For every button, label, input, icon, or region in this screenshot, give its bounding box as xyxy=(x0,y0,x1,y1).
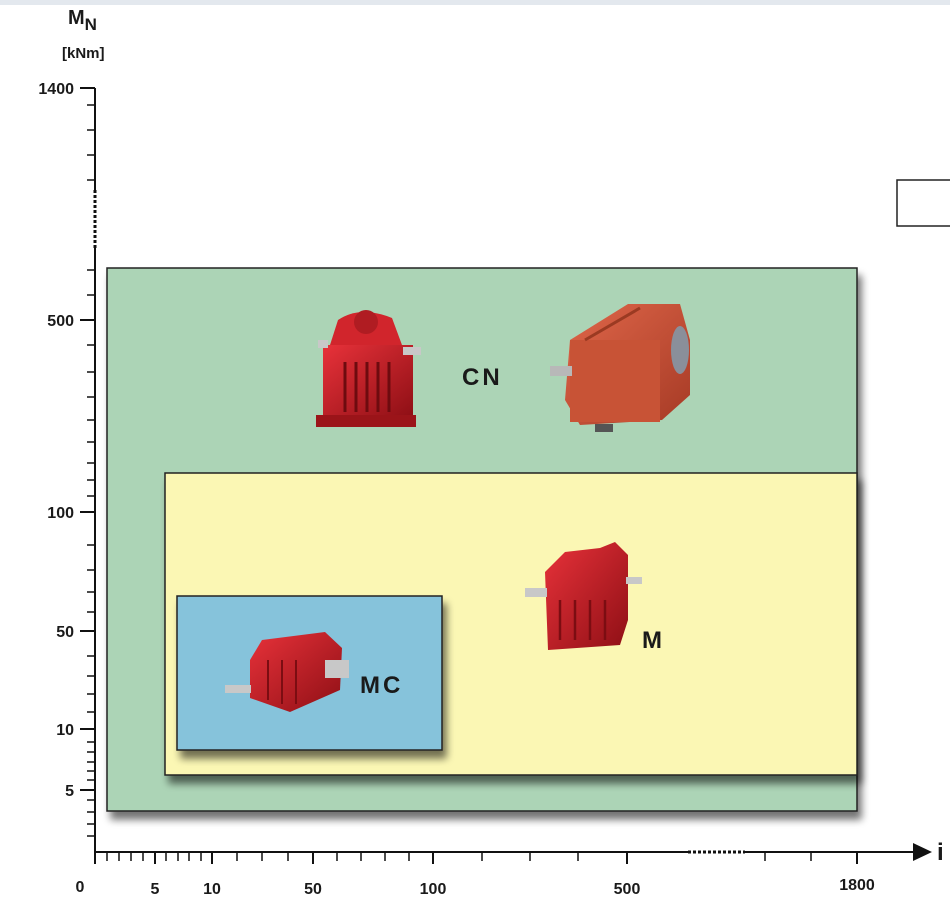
gearbox-cn-vertical-icon xyxy=(316,310,421,427)
y-axis xyxy=(80,87,97,852)
y-tick-label: 1400 xyxy=(38,81,74,98)
x-tick-label: 50 xyxy=(304,881,322,898)
zone-cn-label: CN xyxy=(462,364,503,391)
legend-box xyxy=(896,179,950,227)
x-tick-label: 100 xyxy=(420,881,447,898)
gearbox-mc-icon xyxy=(225,632,349,712)
top-strip xyxy=(0,0,950,5)
zone-m-label: M xyxy=(642,627,665,654)
x-tick-labels: 0 5 10 50 100 500 1800 xyxy=(76,877,875,898)
x-tick-label: 5 xyxy=(151,881,160,898)
x-tick-label: 1800 xyxy=(839,877,875,894)
x-tick-label: 10 xyxy=(203,881,221,898)
y-tick-label: 50 xyxy=(56,624,74,641)
x-tick-label: 0 xyxy=(76,879,85,896)
zone-mc-label: MC xyxy=(360,672,403,699)
y-axis-unit: [kNm] xyxy=(62,45,105,62)
x-axis xyxy=(94,843,932,864)
y-tick-labels: 1400 500 100 50 10 5 xyxy=(38,81,74,800)
x-axis-arrow-icon xyxy=(913,843,932,861)
y-axis-symbol: M xyxy=(68,7,85,29)
x-axis-symbol: i xyxy=(937,839,944,866)
y-axis-subscript: N xyxy=(85,15,97,34)
gearbox-m-icon xyxy=(525,542,642,650)
y-axis-title: MN [kNm] xyxy=(62,7,105,62)
svg-text:MN: MN xyxy=(68,7,97,34)
y-tick-label: 500 xyxy=(47,313,74,330)
y-tick-label: 100 xyxy=(47,505,74,522)
y-tick-label: 10 xyxy=(56,722,74,739)
y-tick-label: 5 xyxy=(65,783,74,800)
gearbox-cn-large-icon xyxy=(550,304,690,432)
x-tick-label: 500 xyxy=(614,881,641,898)
